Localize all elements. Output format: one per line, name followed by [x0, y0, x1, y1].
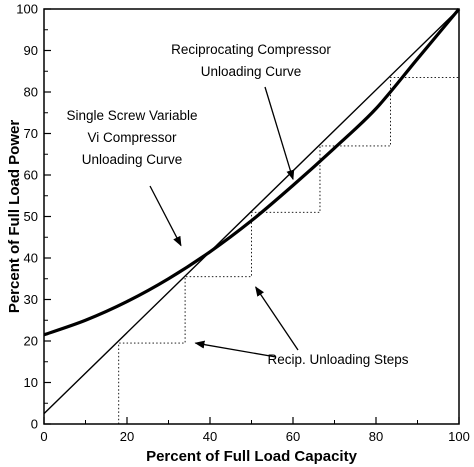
y-tick-label: 0: [31, 417, 38, 432]
annotation-screw_curve-text: Single Screw Variable: [66, 108, 197, 123]
y-tick-label: 50: [24, 209, 38, 224]
y-tick-label: 100: [16, 2, 38, 17]
series-layer: [43, 7, 461, 424]
y-tick-label: 80: [24, 85, 38, 100]
annotation-recip_curve-text: Unloading Curve: [201, 64, 302, 79]
annotation-recip_curve-arrow: [264, 86, 295, 181]
x-tick-labels: 0 20 40 60 80 100: [40, 429, 469, 444]
x-tick-label: 60: [286, 429, 300, 444]
x-tick-label: 100: [448, 429, 470, 444]
annotation-screw_curve-text: Unloading Curve: [82, 152, 183, 167]
annotation-screw_curve-arrow: [149, 185, 182, 247]
y-tick-label: 30: [24, 292, 38, 307]
x-tick-label: 20: [120, 429, 134, 444]
y-tick-label: 90: [24, 43, 38, 58]
x-tick-label: 0: [40, 429, 47, 444]
annotation-steps_label-text: Recip. Unloading Steps: [267, 352, 408, 367]
axis-ticks: [43, 8, 460, 425]
annotation-layer: Reciprocating Compressor Unloading Curve S…: [66, 42, 408, 367]
series-steps-line: [118, 77, 459, 424]
y-axis-title: Percent of Full Load Power: [6, 120, 23, 314]
annotation-screw_curve-text: Vi Compressor: [87, 130, 177, 145]
y-tick-label: 10: [24, 375, 38, 390]
x-tick-label: 40: [203, 429, 217, 444]
y-tick-label: 70: [24, 126, 38, 141]
y-tick-label: 40: [24, 251, 38, 266]
series-recip-line: [43, 8, 460, 415]
annotation-steps_label-arrow: [255, 286, 299, 351]
y-tick-label: 20: [24, 334, 38, 349]
y-tick-label: 60: [24, 168, 38, 183]
annotation-recip_curve-text: Reciprocating Compressor: [171, 42, 331, 57]
x-tick-label: 80: [369, 429, 383, 444]
annotation-steps_label-arrow: [194, 340, 277, 358]
series-screw-line: [43, 7, 461, 337]
y-tick-labels: 0 10 20 30 40 50 60 70 80 90 100: [16, 2, 38, 432]
x-axis-title: Percent of Full Load Capacity: [146, 448, 358, 465]
